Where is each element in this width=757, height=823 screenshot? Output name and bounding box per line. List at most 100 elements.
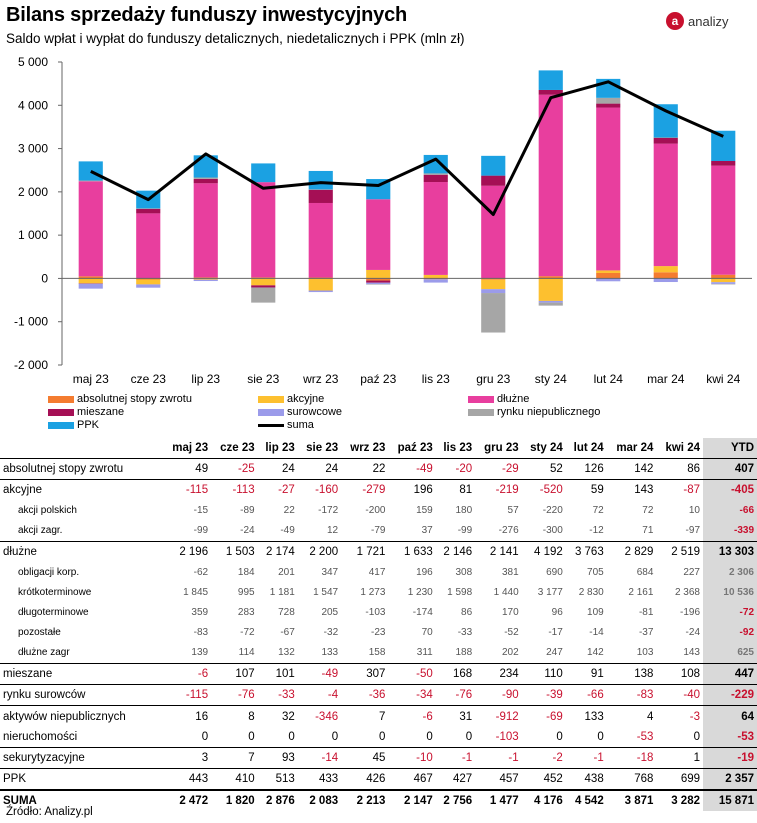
table-cell: 57	[507, 505, 519, 517]
bar-segment	[136, 284, 161, 288]
column-header: maj 23	[163, 438, 212, 460]
table-cell: 1 598	[447, 586, 473, 598]
table-cell: -346	[297, 705, 342, 727]
table-cell: 159	[416, 505, 433, 517]
source-note: Źródło: Analizy.pl	[6, 806, 93, 818]
table-cell: -87	[656, 479, 703, 501]
ytd-cell: -339	[703, 520, 757, 542]
table-cell: -99	[193, 525, 209, 537]
row-label: akcji zagr.	[18, 525, 63, 537]
table-cell: 410	[211, 768, 258, 791]
table-cell: 110	[521, 663, 566, 685]
column-header: lis 23	[435, 438, 476, 460]
table-cell: 12	[327, 525, 339, 537]
table-cell: -89	[240, 505, 255, 517]
table-cell: 52	[549, 463, 563, 476]
bar-segment	[78, 283, 103, 289]
table-cell: 196	[416, 566, 433, 578]
table-cell: -49	[280, 525, 295, 537]
table-cell: 684	[636, 566, 654, 578]
bar-segment	[366, 278, 391, 281]
table-cell: 1 181	[269, 586, 295, 598]
table-cell: 2 200	[297, 540, 342, 563]
column-header: sie 23	[297, 438, 342, 460]
stacked-bar-chart: -2 000 -1 000 0 1 000 2 000 3 000 4 000 5 000 ma…	[14, 55, 752, 386]
table-cell: 1 440	[493, 586, 519, 598]
x-tick-label: mar 24	[647, 372, 685, 386]
table-cell: 347	[321, 566, 339, 578]
table-row: długoterminowe 359 283 728 205 -103 -174 86 170 9…	[0, 602, 757, 623]
y-tick-label: -2 000	[14, 358, 48, 372]
table-cell: 0	[201, 730, 209, 743]
table-cell: 2 147	[388, 789, 436, 812]
table-cell: 426	[341, 768, 389, 791]
bar-segment	[538, 302, 563, 306]
bar-segment	[653, 272, 678, 279]
bar-segment	[481, 293, 506, 333]
table-cell: 0	[379, 730, 386, 743]
table-cell: -1	[475, 746, 522, 769]
table-cell: 2 829	[606, 540, 657, 563]
legend-swatch	[258, 395, 284, 403]
table-cell: -912	[475, 705, 522, 727]
ytd-cell: 10 536	[703, 582, 757, 603]
row-label: aktywów niepublicznych	[0, 705, 163, 727]
ytd-cell: -53	[703, 726, 757, 748]
x-tick-label: sty 24	[535, 372, 567, 386]
table-cell: 7	[341, 705, 389, 727]
table-cell: -33	[257, 684, 298, 706]
row-label: dłużne zagr	[18, 647, 70, 659]
table-cell: -76	[211, 684, 258, 706]
bar-segment	[251, 278, 276, 286]
table-cell: 1 477	[475, 789, 522, 812]
bar-segment	[251, 163, 276, 183]
table-cell: 308	[455, 566, 473, 578]
row-label: dłużne	[0, 540, 163, 563]
table-cell: 443	[163, 768, 212, 791]
ytd-cell: -72	[703, 602, 757, 623]
table-cell: 433	[297, 768, 342, 791]
x-tick-label: gru 23	[476, 372, 510, 386]
table-row: akcji zagr. -99 -24 -49 12 -79 37 -99 -276 -300 -1…	[0, 520, 757, 542]
table-cell: -172	[318, 505, 339, 517]
table-cell: -1	[435, 746, 476, 769]
table-cell: -4	[297, 684, 342, 706]
table-cell: 2 830	[578, 586, 604, 598]
bar-segment	[308, 189, 333, 203]
row-label: PPK	[0, 768, 163, 791]
table-row: dłużne zagr 139 114 132 133 158 311 188 202 247 14…	[0, 642, 757, 664]
row-label: sekurytyzacyjne	[0, 746, 163, 769]
table-cell: -12	[589, 525, 604, 537]
table-row: akcji polskich -15 -89 22 -172 -200 159 180 57 -2…	[0, 500, 757, 521]
x-tick-label: lis 23	[422, 372, 450, 386]
table-cell: 24	[281, 463, 295, 476]
bar-segment	[538, 89, 563, 95]
bar-segment	[136, 208, 161, 209]
table-cell: 184	[237, 566, 255, 578]
table-cell: 2 368	[674, 586, 700, 598]
bar-segment	[136, 278, 161, 280]
table-cell: -174	[412, 607, 433, 619]
legend-label: suma	[287, 419, 314, 431]
table-cell: -17	[548, 627, 563, 639]
table-cell: -3	[656, 705, 703, 727]
chart-subtitle: Saldo wpłat i wypłat do funduszy detalic…	[6, 31, 465, 46]
bar-segment	[78, 161, 103, 181]
table-cell: -83	[193, 627, 209, 639]
table-cell: 452	[521, 768, 566, 791]
table-cell: 381	[501, 566, 519, 578]
y-tick-label: -1 000	[14, 315, 48, 329]
table-cell: 1 721	[341, 540, 389, 563]
ytd-cell: 625	[703, 642, 757, 664]
table-cell: -24	[685, 627, 700, 639]
y-tick-label: 4 000	[18, 98, 48, 112]
table-cell: 143	[683, 647, 700, 659]
table-cell: -14	[297, 746, 342, 769]
table-cell: 699	[656, 768, 703, 791]
legend-item: PPK	[48, 419, 99, 431]
table-cell: 49	[195, 463, 209, 476]
table-cell: -79	[370, 525, 386, 537]
bar-segment	[78, 180, 103, 182]
table-row: absolutnej stopy zwrotu 49 -25 24 24 22 -49 -20…	[0, 458, 757, 480]
table-cell: 768	[606, 768, 657, 791]
